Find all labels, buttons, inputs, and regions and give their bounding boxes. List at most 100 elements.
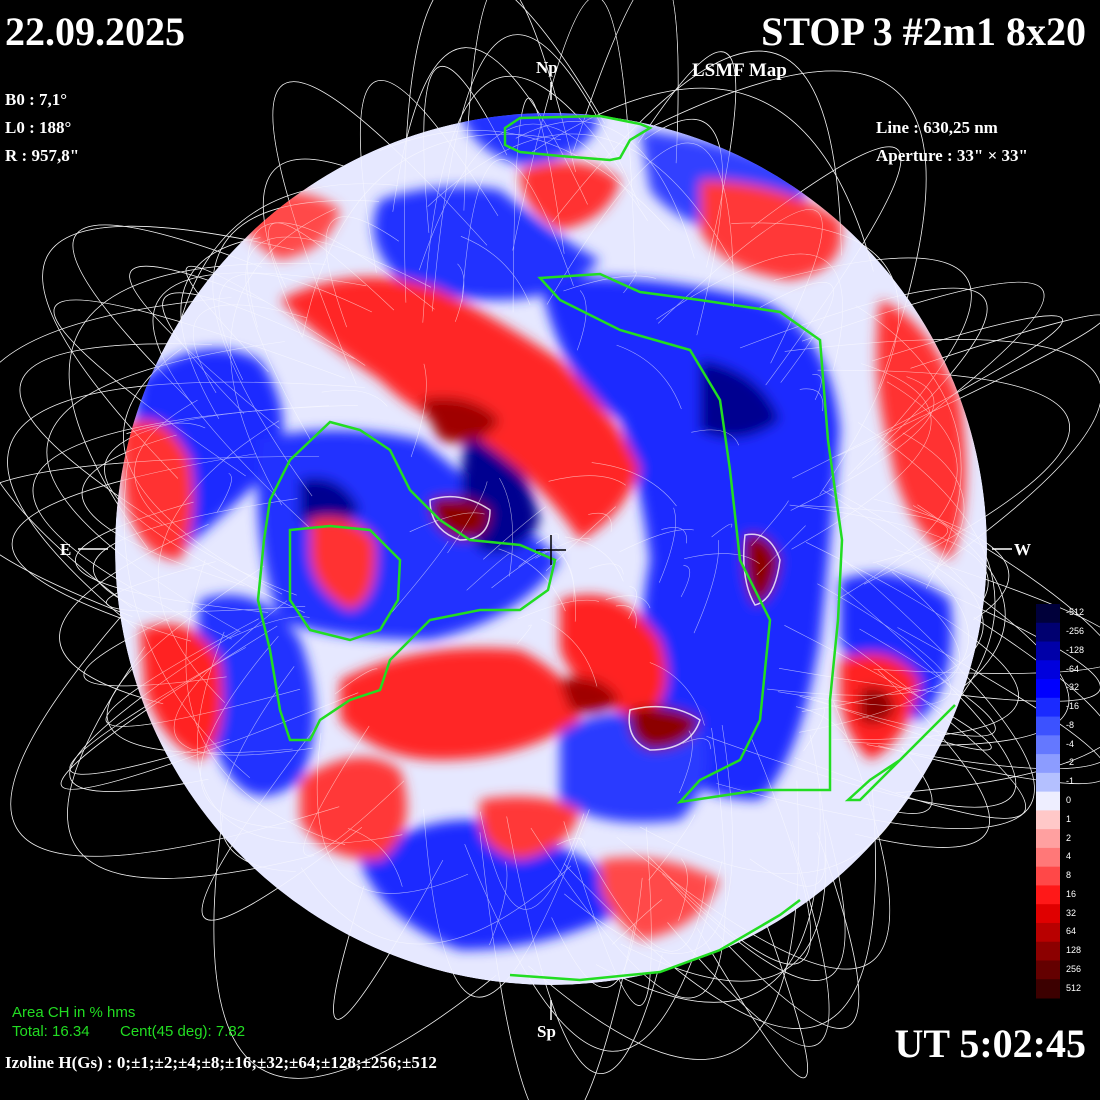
- field-line: [620, 734, 827, 982]
- field-line: [316, 733, 469, 894]
- field-line: [123, 348, 283, 595]
- coronal-hole-heading: Area CH in % hms: [12, 1004, 136, 1021]
- b0-param: B0 : 7,1°: [5, 90, 68, 109]
- field-line: [799, 388, 824, 412]
- color-scale-tick-label: 32: [1066, 907, 1077, 918]
- field-line: [423, 808, 590, 998]
- field-line: [661, 527, 687, 544]
- polarity-color-scale: [1036, 604, 1060, 999]
- field-line: [578, 837, 707, 952]
- field-line: [773, 257, 972, 477]
- color-scale-swatch: [1036, 754, 1060, 774]
- color-scale-tick-label: -256: [1066, 626, 1085, 637]
- color-scale-tick-label: -2: [1066, 757, 1075, 768]
- color-scale-tick-label: 128: [1066, 945, 1082, 956]
- color-scale-swatch: [1036, 660, 1060, 680]
- coronal-hole-central: Cent(45 deg): 7.82: [120, 1023, 246, 1040]
- color-scale-tick-label: -64: [1066, 663, 1080, 674]
- field-line: [573, 0, 679, 164]
- axis-ticks: [78, 82, 1012, 1020]
- field-line: [588, 512, 612, 532]
- map-type-label: LSMF Map: [692, 60, 787, 81]
- west-label: W: [1014, 540, 1031, 559]
- observation-date: 22.09.2025: [5, 9, 185, 54]
- color-scale-swatch: [1036, 960, 1060, 980]
- color-scale-swatch: [1036, 810, 1060, 830]
- color-scale-swatch: [1036, 716, 1060, 736]
- field-line: [589, 563, 624, 575]
- l0-param: L0 : 188°: [5, 118, 72, 137]
- field-line: [499, 477, 513, 577]
- field-line: [75, 501, 269, 613]
- color-scale-swatch: [1036, 697, 1060, 718]
- field-line: [902, 432, 965, 578]
- field-line: [180, 237, 261, 420]
- color-scale-swatch: [1036, 791, 1060, 811]
- field-line: [751, 500, 789, 546]
- field-line: [32, 405, 329, 640]
- field-line: [656, 253, 843, 370]
- field-line: [778, 563, 1100, 702]
- color-scale-tick-label: 2: [1066, 832, 1072, 843]
- field-line: [799, 489, 969, 733]
- field-line: [678, 858, 688, 921]
- ut-time: UT 5:02:45: [894, 1021, 1086, 1066]
- field-line: [628, 586, 637, 620]
- field-line: [563, 275, 657, 292]
- field-line: [667, 841, 830, 1047]
- field-line: [639, 794, 908, 874]
- field-line: [546, 142, 734, 307]
- field-line: [447, 481, 488, 554]
- field-line: [230, 208, 337, 506]
- field-line: [263, 158, 347, 338]
- field-line: [123, 463, 250, 779]
- field-line: [873, 498, 1010, 621]
- color-scale-tick-label: -128: [1066, 644, 1085, 655]
- field-line: [612, 899, 663, 945]
- field-line: [479, 811, 585, 910]
- color-scale-swatch: [1036, 941, 1060, 961]
- east-label: E: [60, 540, 72, 559]
- field-line: [404, 0, 606, 303]
- north-pole-label: Np: [536, 58, 558, 77]
- field-line: [466, 552, 511, 591]
- field-line: [837, 314, 1100, 457]
- station-title: STOP 3 #2m1 8x20: [761, 9, 1086, 54]
- field-line: [531, 87, 874, 272]
- field-line: [268, 222, 395, 311]
- field-line: [347, 828, 403, 887]
- field-line: [789, 504, 989, 599]
- field-line: [427, 133, 734, 264]
- field-line: [878, 627, 1100, 784]
- color-scale-swatch: [1036, 604, 1060, 624]
- disk-center-crosshair: [536, 535, 566, 565]
- field-line: [229, 616, 310, 639]
- color-scale-swatch: [1036, 885, 1060, 905]
- field-line: [185, 265, 366, 373]
- field-line: [749, 854, 826, 887]
- color-scale-swatch: [1036, 641, 1060, 661]
- color-scale-tick-label: 16: [1066, 888, 1077, 899]
- field-line: [540, 618, 598, 687]
- radius-param: R : 957,8": [5, 146, 80, 165]
- field-line: [556, 837, 586, 847]
- field-line: [68, 263, 326, 550]
- field-line: [680, 565, 691, 598]
- field-line: [460, 236, 531, 306]
- field-line: [757, 282, 834, 383]
- field-line: [662, 819, 846, 981]
- color-scale-swatch: [1036, 866, 1060, 886]
- color-scale-tick-label: 256: [1066, 963, 1082, 974]
- field-line: [179, 183, 399, 324]
- field-line: [659, 507, 676, 583]
- field-line: [455, 263, 465, 322]
- field-line: [126, 422, 206, 434]
- coronal-hole-contours: [256, 114, 956, 982]
- field-line: [679, 730, 693, 794]
- field-line: [212, 200, 380, 497]
- field-line: [196, 631, 403, 845]
- color-scale-tick-label: -1: [1066, 776, 1075, 787]
- color-scale-tick-label: 4: [1066, 851, 1072, 862]
